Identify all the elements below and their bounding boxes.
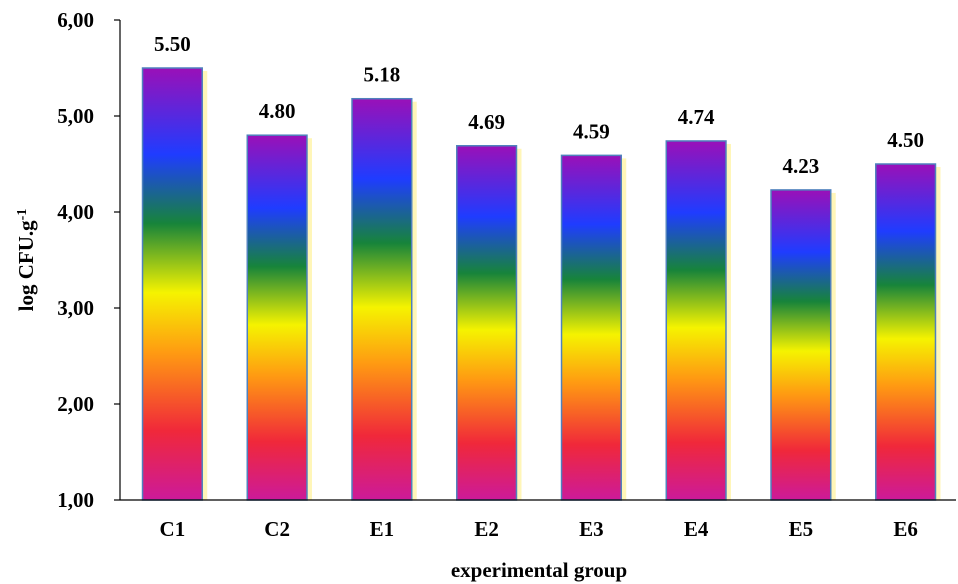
data-label: 4.80	[259, 99, 296, 123]
x-tick-label: C1	[160, 517, 186, 541]
x-tick-label: E6	[893, 517, 918, 541]
x-tick-label: E4	[684, 517, 709, 541]
bars	[141, 67, 937, 501]
data-label: 4.50	[887, 128, 924, 152]
bar-e1	[351, 97, 413, 501]
data-labels: 5.50 4.80 5.18 4.69 4.59 4.74 4.23 4.50	[154, 32, 924, 178]
bar-c2	[246, 134, 308, 501]
y-tick-label: 5,00	[57, 104, 94, 128]
bar-e5	[770, 189, 832, 501]
y-tick-label: 2,00	[57, 392, 94, 416]
x-category-labels: C1 C2 E1 E2 E3 E4 E5 E6	[160, 517, 918, 541]
y-tick-labels: 1,00 2,00 3,00 4,00 5,00 6,00	[57, 8, 94, 512]
x-tick-label: E3	[579, 517, 604, 541]
data-label: 4.74	[678, 105, 715, 129]
data-label: 4.59	[573, 119, 610, 143]
data-label: 5.50	[154, 32, 191, 56]
bar-e6	[875, 163, 937, 501]
x-tick-label: E2	[474, 517, 499, 541]
data-label: 4.23	[783, 154, 820, 178]
y-axis-label: log CFU.g-1	[14, 209, 38, 312]
bar-e4	[665, 140, 727, 501]
bar-c1	[141, 67, 203, 501]
x-tick-label: C2	[264, 517, 290, 541]
x-axis-label: experimental group	[451, 558, 627, 582]
y-axis-label-superscript: -1	[15, 209, 30, 221]
y-tick-label: 1,00	[57, 488, 94, 512]
axes	[114, 19, 956, 501]
data-label: 4.69	[468, 110, 505, 134]
x-tick-label: E1	[370, 517, 395, 541]
bar-e2	[456, 145, 518, 501]
y-tick-label: 4,00	[57, 200, 94, 224]
y-tick-label: 3,00	[57, 296, 94, 320]
data-label: 5.18	[364, 63, 401, 87]
x-tick-label: E5	[789, 517, 814, 541]
y-tick-label: 6,00	[57, 8, 94, 32]
y-axis-label-main: log CFU.g	[14, 220, 38, 311]
bar-e3	[560, 154, 622, 501]
